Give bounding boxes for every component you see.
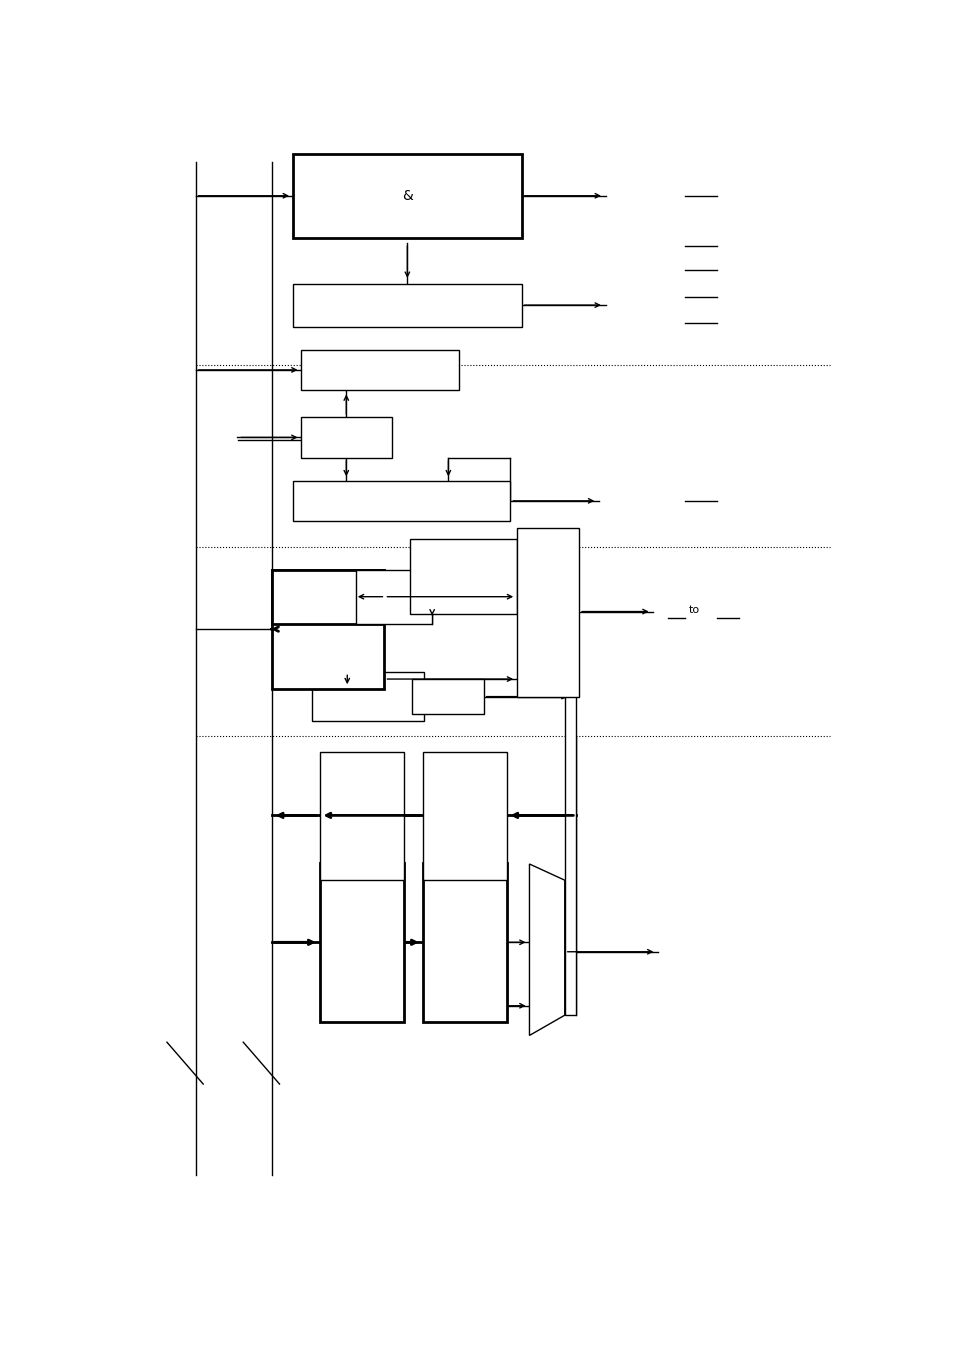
Bar: [301, 417, 392, 458]
Bar: [319, 863, 403, 1022]
Bar: [293, 284, 521, 327]
Bar: [422, 863, 506, 1022]
Bar: [517, 528, 578, 697]
Bar: [355, 570, 432, 624]
Bar: [301, 350, 458, 390]
Bar: [272, 570, 384, 624]
Bar: [293, 481, 510, 521]
Bar: [293, 154, 521, 238]
Bar: [312, 672, 423, 721]
Text: to: to: [688, 605, 700, 616]
Bar: [412, 679, 483, 714]
Bar: [410, 539, 517, 614]
Bar: [272, 570, 384, 688]
Bar: [564, 680, 576, 1015]
Text: &: &: [401, 189, 413, 202]
Bar: [422, 752, 506, 880]
Bar: [319, 752, 403, 880]
Polygon shape: [529, 864, 564, 1035]
